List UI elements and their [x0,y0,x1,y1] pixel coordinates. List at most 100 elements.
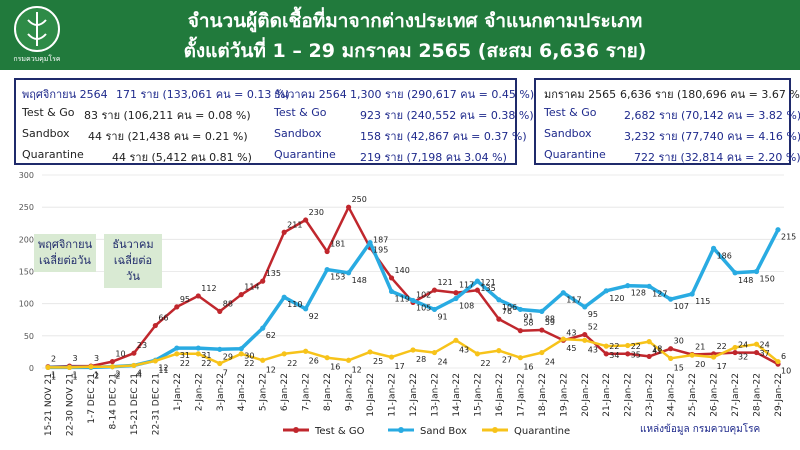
jan-quarantine-label: Quarantine [544,148,606,161]
data-label: 135 [480,284,495,293]
nov-total-label: พฤศจิกายน 2564 [22,88,108,101]
data-label: 17 [395,362,405,371]
x-tick-label: 10-Jan-22 [366,373,376,417]
data-point [582,337,588,343]
jan-sandbox-value: 3,232 ราย (77,740 คน = 4.16 %) [624,130,800,143]
data-label: 66 [158,314,168,323]
data-label: 15 [674,363,684,372]
x-tick-label: 15-21 NOV 21 [44,373,54,436]
x-tick-label: 22-Jan-22 [624,373,634,417]
data-point [603,343,609,349]
data-label: 117 [566,296,581,305]
ddc-logo: กรมควบคุมโรค [6,4,68,66]
data-label: 91 [523,312,533,321]
data-point [603,351,609,357]
data-point [474,278,481,284]
data-label: 24 [437,358,447,367]
x-tick-label: 8-Jan-22 [323,373,333,411]
data-label: 102 [416,290,431,299]
data-label: 10 [115,350,125,359]
data-label: 140 [395,266,410,275]
x-tick-label: 21-Jan-22 [602,373,612,417]
nov-sandbox-label: Sandbox [22,127,70,140]
x-tick-label: 14-Jan-22 [452,373,462,417]
summary-box-jan: มกราคม 2565 6,636 ราย (180,696 คน = 3.67… [534,78,800,165]
x-tick-label: 13-Jan-22 [430,373,440,417]
summary-box-nov-dec: พฤศจิกายน 2564 171 ราย (133,061 คน = 0.1… [14,78,534,165]
data-point [668,346,674,352]
x-tick-label: 27-Jan-22 [731,373,741,417]
data-label: 4 [137,370,142,379]
dec-total-value: 1,300 ราย (290,617 คน = 0.45 %) [350,88,535,101]
data-label: 30 [674,337,684,346]
data-label: 230 [309,208,324,217]
x-tick-label: 29-Jan-22 [774,373,784,417]
nov-testgo-label: Test & Go [22,106,75,119]
data-point [453,290,459,296]
legend-marker [492,427,498,433]
data-point [560,336,566,342]
data-label: 2 [94,372,99,381]
data-point [625,351,631,357]
logo-emblem-icon [14,6,60,52]
x-tick-label: 9-Jan-22 [345,373,355,411]
data-point [260,278,266,284]
data-point [775,358,781,365]
data-label: 22 [201,359,211,368]
data-point [753,268,760,275]
jan-testgo-label: Test & Go [544,106,597,119]
data-label: 153 [330,273,345,282]
dec-total-label: ธันวาคม 2564 [274,88,347,101]
page-title: จำนวนผู้ติดเชื้อที่มาจากต่างประเทศ จำแนก… [187,10,643,32]
data-label: 34 [609,351,619,360]
data-point [710,245,717,251]
data-point [431,306,438,313]
data-label: 20 [695,360,705,369]
legend-marker [398,427,404,433]
data-label: 250 [352,195,367,204]
data-point [303,217,309,223]
data-point [646,339,652,345]
data-point [88,364,94,370]
data-label: 88 [223,299,233,308]
data-label: 115 [695,297,710,306]
x-tick-label: 3-Jan-22 [216,373,226,411]
data-label: 95 [588,310,598,319]
data-label: 186 [717,251,732,260]
data-point [775,227,781,233]
nov-total-value: 171 ราย (133,061 คน = 0.13 %) [116,88,290,101]
data-label: 22 [609,342,619,351]
data-point [625,342,631,349]
data-label: 24 [738,341,748,350]
data-label: 110 [287,300,302,309]
data-point [453,295,459,302]
dec-quarantine-value: 219 ราย (7,198 คน 3.04 %) [360,151,507,164]
data-label: 31 [201,351,211,360]
x-tick-label: 22-31 DEC 21 [151,373,161,435]
data-label: 18 [652,344,662,353]
data-point [303,306,309,312]
data-label: 28 [416,355,426,364]
data-label: 121 [480,278,495,287]
x-tick-label: 23-Jan-22 [645,373,655,417]
data-point [260,357,266,363]
data-label: 2 [51,355,56,364]
data-label: 12 [158,363,168,372]
data-point [367,239,373,246]
data-point [668,355,674,361]
data-point [496,348,502,354]
dec-testgo-value: 923 ราย (240,552 คน = 0.38 %) [360,109,534,122]
data-label: 135 [266,269,281,278]
x-tick-label: 15-21 DEC 21 [130,373,140,435]
x-tick-label: 4-Jan-22 [237,373,247,411]
x-tick-label: 26-Jan-22 [710,373,720,417]
x-tick-label: 5-Jan-22 [259,373,269,411]
data-point [496,316,502,322]
data-label: 181 [330,240,345,249]
y-tick-label: 0 [29,364,34,373]
x-tick-label: 19-Jan-22 [559,373,569,417]
legend-marker [293,427,299,433]
data-label: 22 [287,359,297,368]
x-tick-label: 22-30 NOV 21 [65,373,75,436]
data-label: 114 [244,283,259,292]
